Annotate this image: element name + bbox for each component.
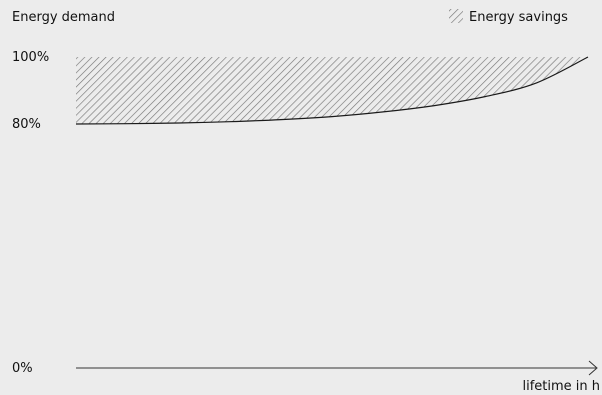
y-tick-label: 0% [12,361,33,376]
energy-demand-curve [75,56,589,125]
legend-swatch [449,9,463,23]
y-tick-label: 100% [12,50,49,65]
chart-title: Energy demand [12,10,115,25]
x-axis-arrowhead [588,360,598,376]
energy-savings-area [76,57,588,124]
x-axis-label: lifetime in h [522,379,600,394]
y-tick-labels: 100% 80% 0% [12,50,49,376]
legend-label: Energy savings [469,10,568,25]
y-tick-label: 80% [12,117,41,132]
